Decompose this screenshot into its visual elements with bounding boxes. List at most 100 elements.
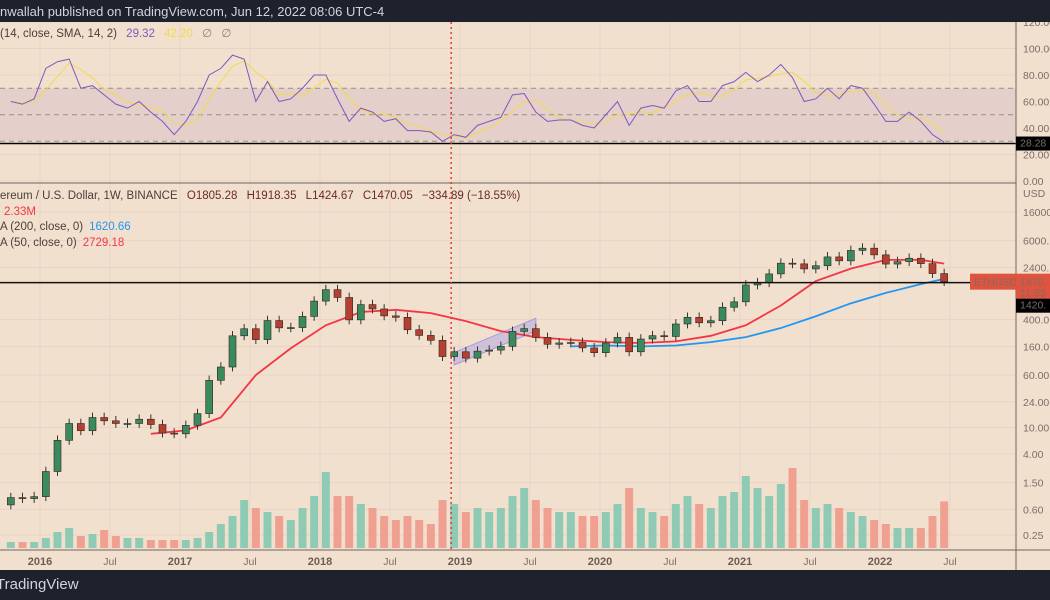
volume-bar	[940, 501, 949, 548]
candle-body	[100, 417, 108, 422]
candle-body	[462, 351, 470, 359]
volume-bar	[263, 512, 272, 548]
candle-body	[53, 440, 62, 472]
candle-body	[345, 297, 353, 321]
candle-body	[298, 316, 307, 328]
rsi-axis-tick: 60.00	[1023, 97, 1049, 109]
candle-body	[88, 417, 97, 432]
candle	[928, 258, 937, 278]
candle	[613, 332, 622, 348]
volume-bar	[776, 484, 785, 548]
support-label-bg	[1016, 298, 1050, 313]
volume-bar	[846, 512, 855, 548]
volume-bar	[18, 542, 27, 548]
candle	[637, 334, 645, 357]
volume-bar	[706, 508, 715, 548]
volume-bar	[636, 508, 645, 548]
candle-body	[578, 342, 587, 349]
candle-body	[637, 338, 645, 353]
price-axis-tick: 6000.	[1023, 236, 1049, 248]
candle-body	[683, 316, 692, 325]
rsi-current-label-bg	[1016, 136, 1050, 151]
rsi-sma-value: 42.20	[164, 28, 193, 40]
candle-body	[672, 323, 680, 337]
tradingview-brand[interactable]: TradingView	[0, 576, 79, 593]
volume-bar	[53, 532, 62, 548]
volume-bar	[403, 516, 412, 548]
time-axis-tick: Jul	[663, 556, 676, 568]
symbol-name[interactable]: ereum / U.S. Dollar, 1W, BINANCE	[0, 190, 178, 202]
candle	[263, 315, 272, 344]
volume-bar	[76, 536, 85, 548]
price-axis-tick: 2400.	[1023, 262, 1049, 274]
candle-body	[497, 346, 505, 351]
ticker-label-bg	[970, 273, 1016, 290]
candle	[672, 319, 680, 341]
candle	[170, 428, 178, 439]
price-change: −334.89 (−18.55%)	[421, 190, 521, 202]
candle	[53, 435, 62, 476]
volume-bar	[858, 516, 867, 548]
hide-icon[interactable]: ∅	[202, 28, 213, 40]
volume-bar	[625, 488, 634, 548]
volume-bar	[345, 496, 354, 548]
volume-bar	[6, 542, 15, 548]
candle	[532, 323, 540, 342]
candle-body	[695, 316, 703, 324]
candle-body	[928, 263, 937, 274]
candle-body	[660, 335, 668, 337]
volume-bar	[718, 496, 727, 548]
volume-bar	[275, 516, 284, 548]
candle	[18, 492, 27, 503]
volume-bar	[391, 520, 400, 548]
candle	[357, 299, 365, 325]
candle-body	[123, 423, 132, 425]
candle-body	[648, 335, 657, 340]
candle	[380, 304, 388, 321]
chart-canvas[interactable]: 120.00 100.00 80.00 60.00 40.00 20.00 0.00 1600…	[0, 22, 1050, 570]
candle-body	[403, 317, 412, 331]
candle	[88, 412, 97, 436]
volume-bar	[426, 524, 435, 548]
volume-bar	[450, 504, 459, 548]
ma50-line	[150, 258, 945, 435]
volume-bar	[310, 496, 319, 548]
candle	[240, 323, 248, 341]
volume-bar	[438, 500, 447, 548]
countdown-label: 11:53	[1020, 288, 1046, 300]
rsi-axis-tick: 20.00	[1023, 150, 1049, 162]
candle-body	[228, 335, 237, 368]
volume-bar	[461, 512, 470, 548]
candle	[707, 315, 715, 328]
candle	[217, 362, 225, 385]
hide-icon[interactable]: ∅	[221, 28, 232, 40]
volume-bar	[520, 488, 529, 548]
volume-bar	[298, 508, 307, 548]
volume-bar	[88, 534, 97, 548]
price-current-bg	[1016, 273, 1050, 300]
time-axis-tick: Jul	[103, 556, 116, 568]
candle-body	[812, 265, 820, 270]
volume-bar	[286, 520, 295, 548]
candle-body	[368, 304, 377, 310]
candle-body	[182, 425, 190, 435]
ma200-params: A (200, close, 0)	[0, 221, 84, 233]
candle	[788, 258, 797, 269]
rsi-value: 29.32	[126, 28, 155, 40]
volume-bar	[100, 530, 109, 548]
candle	[462, 346, 470, 363]
candle	[648, 330, 657, 344]
candle-body	[392, 315, 400, 318]
rsi-params: (14, close, SMA, 14, 2)	[0, 28, 117, 40]
candle-body	[800, 263, 808, 270]
candle-body	[287, 327, 295, 329]
candle-body	[170, 432, 178, 435]
rsi-axis-tick: 120.00	[1023, 22, 1050, 29]
candle	[322, 284, 330, 306]
candle-body	[543, 337, 552, 345]
candle-body	[508, 331, 517, 347]
candle-body	[473, 350, 482, 359]
candle-body	[940, 273, 948, 282]
price-current-label: 1470.	[1020, 277, 1046, 289]
volume-bar	[613, 504, 622, 548]
